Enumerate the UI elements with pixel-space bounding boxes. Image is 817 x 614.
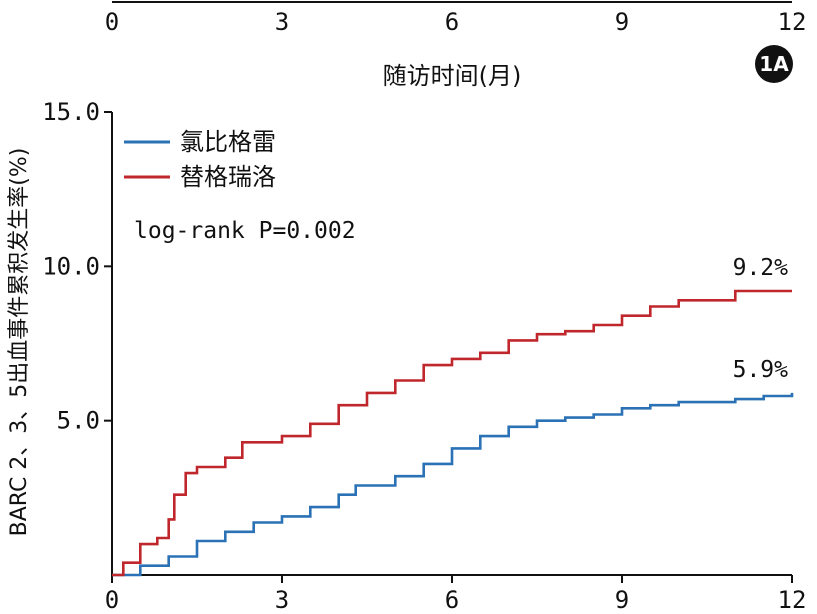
top-tick-label: 0 — [105, 8, 119, 36]
y-tick-label: 15.0 — [42, 98, 100, 126]
x-axis-ticks: 0 3 6 9 12 — [105, 575, 807, 614]
series-line-0 — [112, 392, 794, 577]
legend-label-series-1: 替格瑞洛 — [180, 163, 276, 191]
end-label-series-1: 9.2% — [733, 255, 789, 281]
top-axis-label: 随访时间(月) — [383, 62, 522, 90]
panel-badge-label: 1A — [759, 52, 789, 76]
legend-label-series-0: 氯比格雷 — [180, 128, 276, 156]
top-axis-ticks: 0 3 6 9 12 — [105, 8, 807, 36]
top-tick-label: 9 — [615, 8, 629, 36]
end-label-series-0: 5.9% — [733, 357, 789, 383]
series-line-1 — [112, 289, 792, 577]
x-tick-label: 0 — [105, 586, 119, 614]
top-tick-label: 6 — [445, 8, 459, 36]
y-axis-label: BARC 2、3、5出血事件累积发生率(%) — [7, 148, 32, 537]
panel-badge — [755, 45, 793, 83]
y-axis-ticks: 5.0 10.0 15.0 — [42, 98, 112, 435]
top-tick-label: 12 — [778, 8, 807, 36]
y-tick-label: 5.0 — [57, 407, 100, 435]
legend: 氯比格雷 替格瑞洛 — [124, 128, 276, 191]
y-tick-label: 10.0 — [42, 252, 100, 280]
series-lines — [112, 289, 794, 577]
logrank-annotation: log-rank P=0.002 — [134, 218, 356, 244]
x-tick-label: 9 — [615, 586, 629, 614]
end-labels: 5.9% 9.2% — [733, 255, 789, 383]
x-tick-label: 6 — [445, 586, 459, 614]
top-tick-label: 3 — [275, 8, 289, 36]
x-tick-label: 12 — [778, 586, 807, 614]
x-tick-label: 3 — [275, 586, 289, 614]
